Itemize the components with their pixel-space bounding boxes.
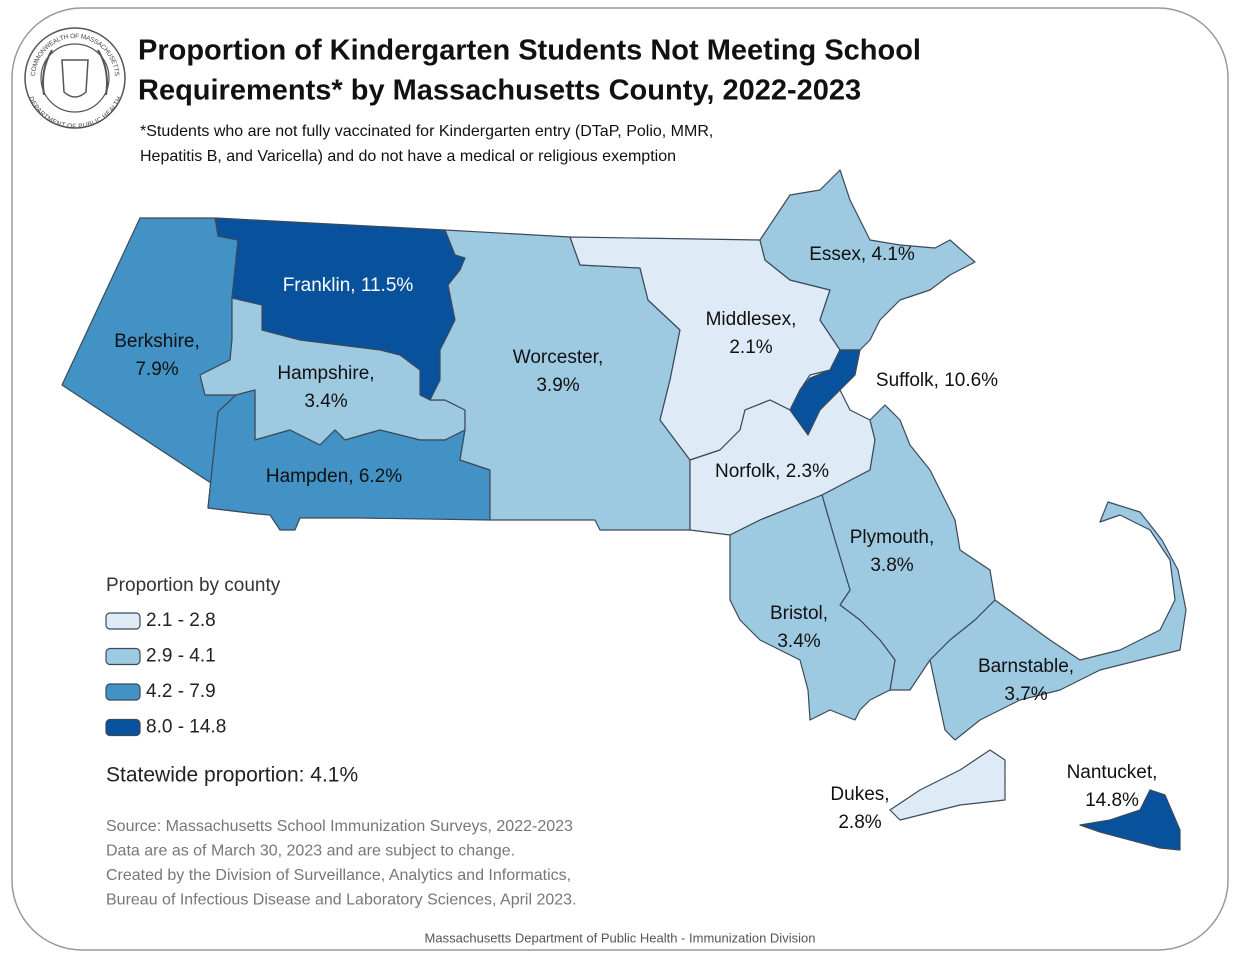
legend-label: 4.2 - 7.9 (146, 681, 216, 702)
county (889, 749, 1006, 821)
legend-swatch (105, 718, 141, 737)
county-label: Barnstable, (978, 656, 1074, 677)
county-map (61, 169, 1187, 851)
county-label: 3.4% (777, 631, 820, 652)
subtitle: *Students who are not fully vaccinated f… (140, 123, 713, 140)
county (1079, 789, 1181, 851)
county-label: 2.8% (838, 812, 881, 833)
county-label: Berkshire, (114, 331, 200, 352)
county-label: Dukes, (830, 784, 889, 805)
source-note: Created by the Division of Surveillance,… (106, 867, 571, 884)
county-label: Essex, 4.1% (809, 244, 915, 265)
county-label: Nantucket, (1067, 762, 1158, 783)
footer: Massachusetts Department of Public Healt… (425, 930, 816, 945)
statewide-proportion: Statewide proportion: 4.1% (106, 764, 358, 787)
county-label: Suffolk, 10.6% (876, 370, 998, 391)
county-label: Franklin, 11.5% (283, 275, 414, 296)
county-label: 3.4% (304, 391, 347, 412)
county-label: 3.8% (870, 555, 913, 576)
legend-swatch (105, 683, 141, 701)
county-label: Hampden, 6.2% (266, 466, 402, 487)
source-note: Source: Massachusetts School Immunizatio… (106, 818, 573, 835)
source-note: Bureau of Infectious Disease and Laborat… (106, 892, 577, 909)
subtitle: Hepatitis B, and Varicella) and do not h… (140, 148, 676, 165)
county-label: 3.7% (1004, 684, 1047, 705)
legend-label: 2.9 - 4.1 (146, 646, 216, 667)
legend-label: 8.0 - 14.8 (146, 717, 226, 738)
county (729, 494, 896, 721)
title: Proportion of Kindergarten Students Not … (138, 35, 921, 67)
county-label: Hampshire, (277, 363, 374, 384)
county (929, 501, 1187, 741)
county-label: Middlesex, (706, 309, 797, 330)
title: Requirements* by Massachusetts County, 2… (138, 75, 861, 107)
source-note: Data are as of March 30, 2023 and are su… (106, 843, 515, 860)
county (759, 169, 976, 351)
county-label: Norfolk, 2.3% (715, 461, 829, 482)
county-label: 14.8% (1085, 790, 1139, 811)
county-label: Plymouth, (850, 527, 934, 548)
legend-swatch (105, 647, 141, 666)
county-label: Bristol, (770, 603, 828, 624)
legend-swatch (105, 612, 141, 630)
legend-title: Proportion by county (106, 575, 281, 596)
county-label: 3.9% (536, 375, 579, 396)
legend-label: 2.1 - 2.8 (146, 610, 216, 631)
county-label: Worcester, (513, 347, 603, 368)
county-label: 7.9% (135, 359, 178, 380)
county-label: 2.1% (729, 337, 772, 358)
